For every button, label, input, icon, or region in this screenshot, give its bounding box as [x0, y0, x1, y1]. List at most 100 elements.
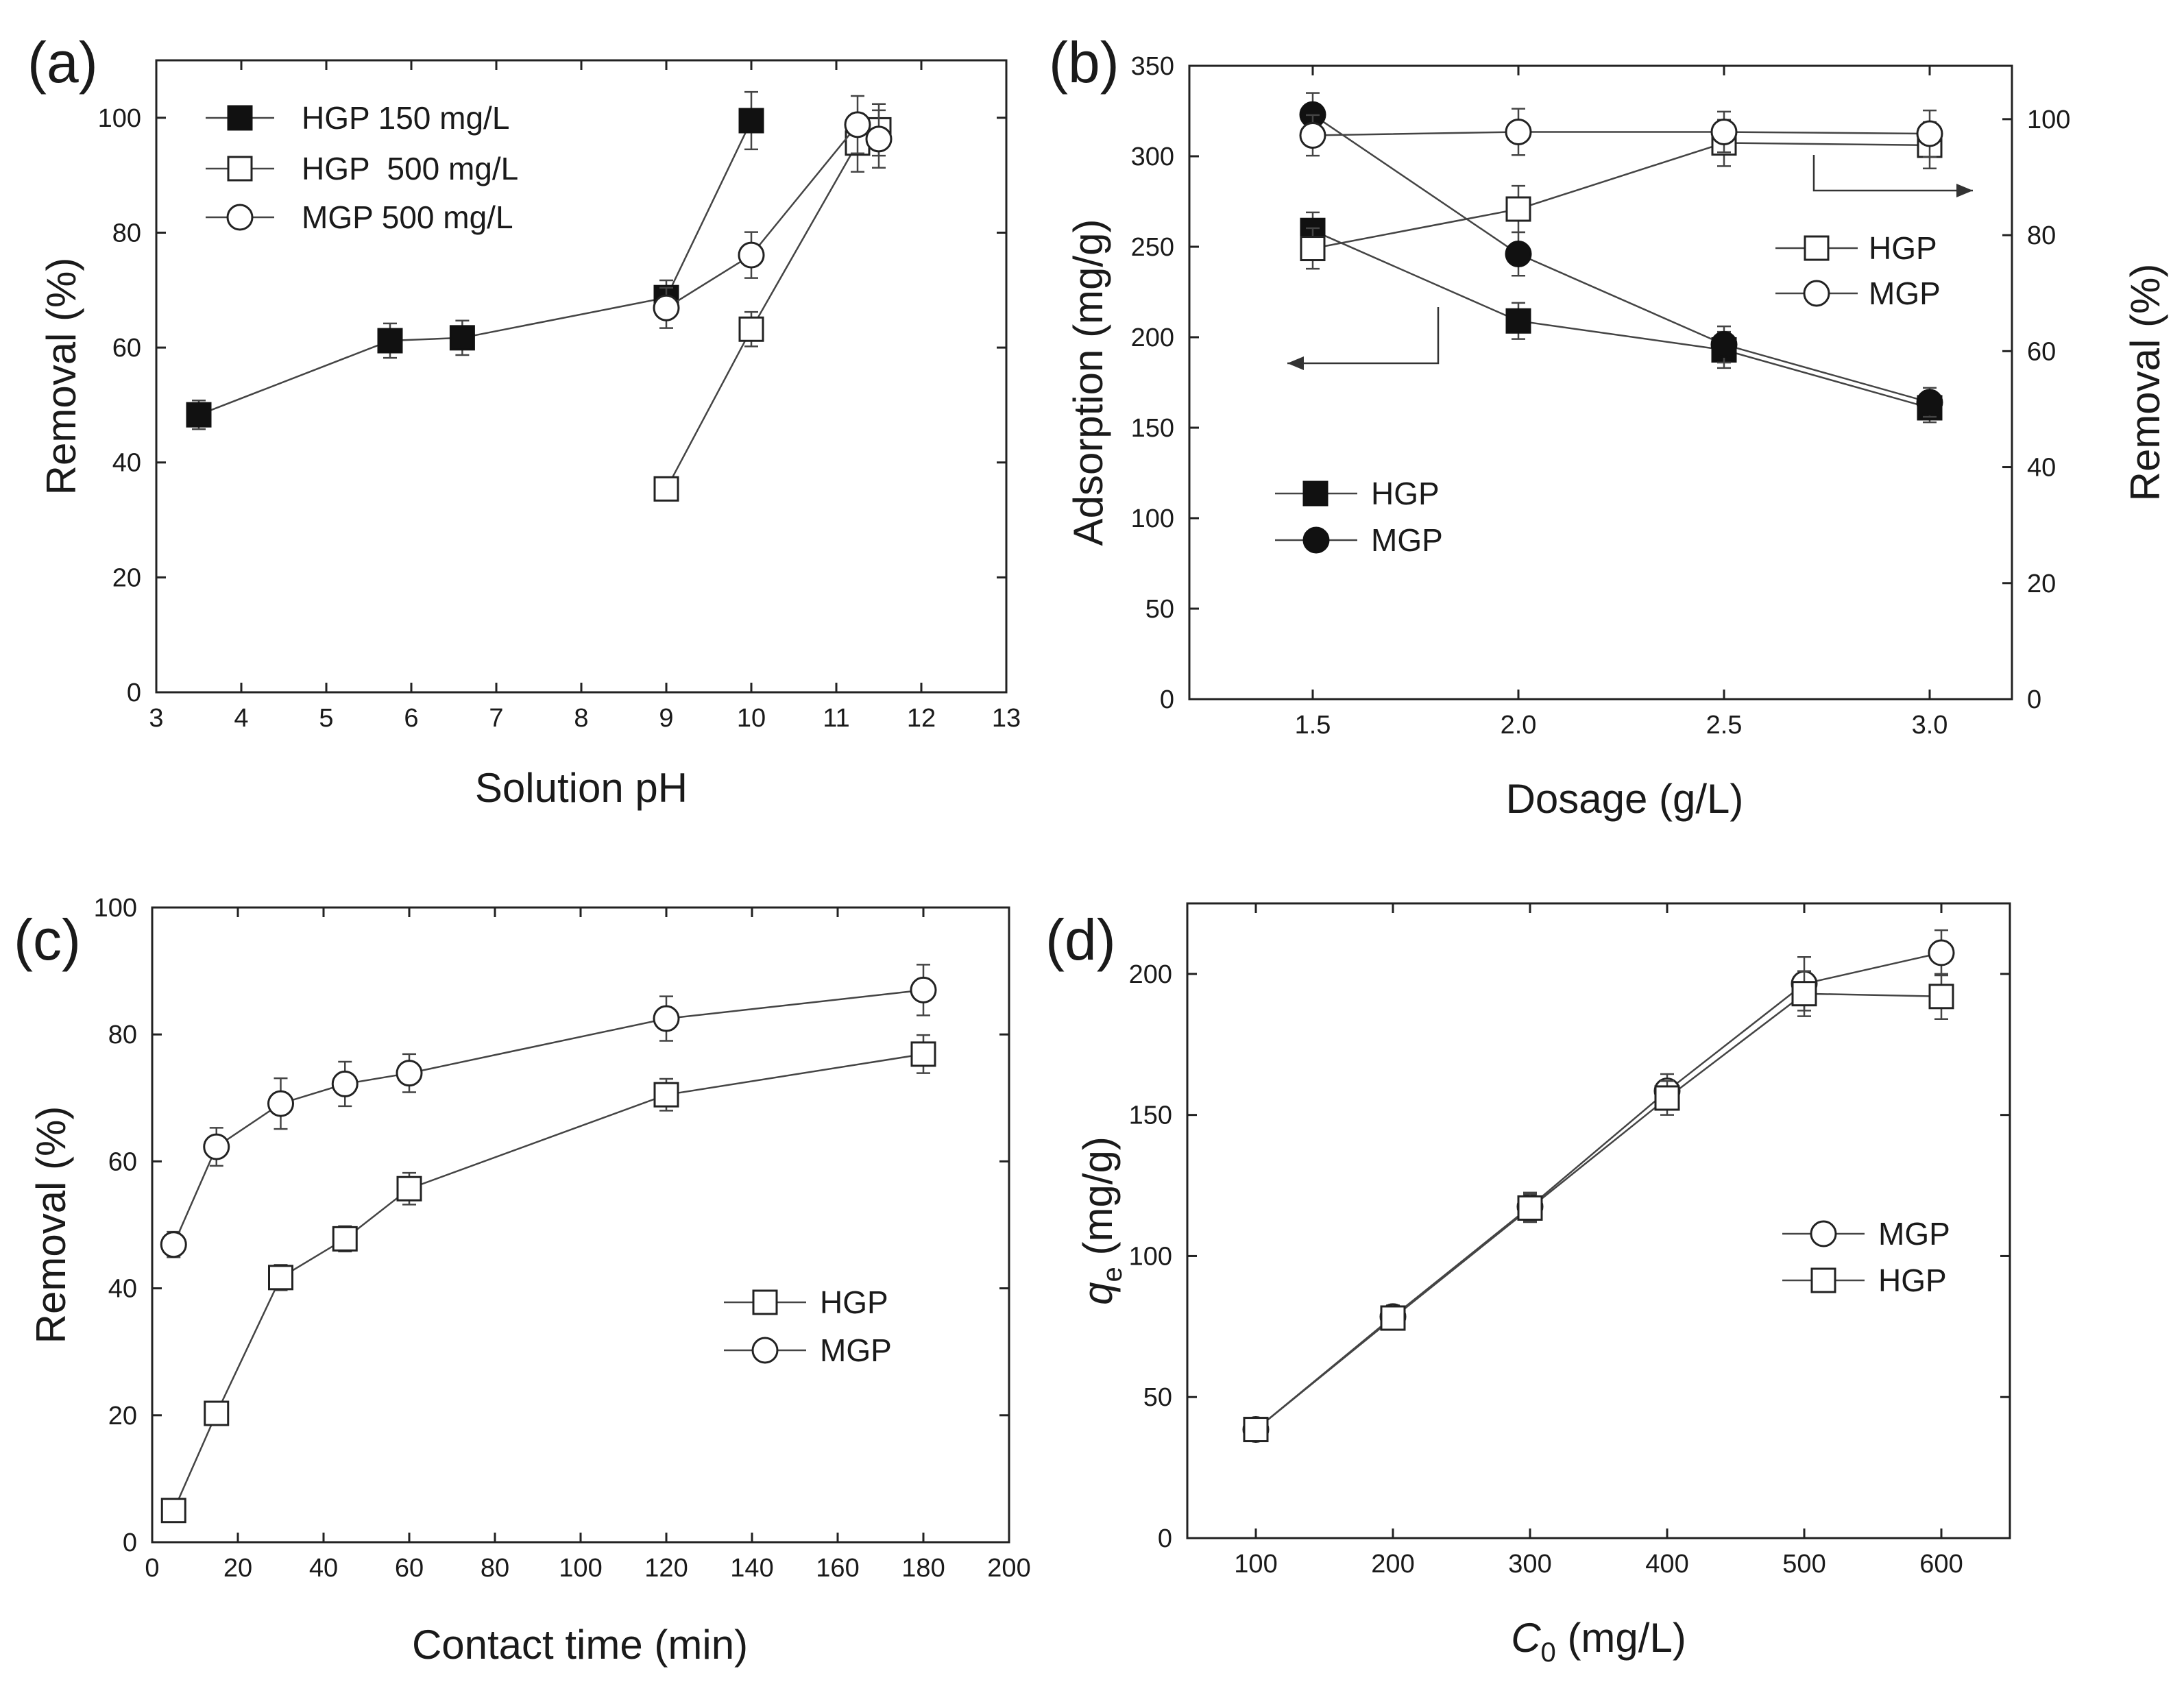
x-tick-label: 300	[1508, 1550, 1551, 1579]
x-axis-title: Solution pH	[475, 765, 688, 811]
y-tick-label-right: 60	[2027, 337, 2056, 366]
y-tick-label: 100	[94, 894, 137, 923]
data-point-mgp	[1916, 389, 1943, 416]
y-tick-label: 0	[127, 679, 141, 707]
legend-label-hgp-500: HGP 500 mg/L	[302, 151, 518, 186]
legend-label-hgp: HGP	[820, 1284, 888, 1320]
data-point-hgp-150-mg-l	[186, 402, 212, 428]
x-tick-label: 12	[907, 704, 936, 733]
x-tick-label: 4	[234, 704, 248, 733]
x-tick-label: 10	[737, 704, 766, 733]
y-tick-label: 50	[1143, 1383, 1172, 1412]
y-tick-label: 20	[112, 563, 141, 592]
data-point-hgp	[653, 1082, 679, 1108]
y-axis-title: Removal (%)	[38, 258, 84, 496]
legend-label-mgp-500: MGP 500 mg/L	[302, 199, 513, 235]
x-tick-label: 100	[1234, 1550, 1277, 1579]
series-line-hgp	[1255, 992, 1942, 1430]
y-tick-label: 40	[108, 1275, 137, 1304]
data-point-mgp	[203, 1133, 230, 1160]
x-axis: 3 4 5 6 7 8 9 10 11 12 13	[149, 60, 1021, 733]
series-layer	[1242, 929, 1955, 1444]
data-point-hgp	[1505, 196, 1531, 222]
y-axis-title: Removal (%)	[28, 1106, 74, 1344]
x-tick-label: 200	[1371, 1550, 1414, 1579]
data-point-hgp	[396, 1176, 422, 1202]
y-axis-title-rest: (mg/g)	[1075, 1136, 1121, 1267]
y-tick-label: 100	[1131, 504, 1174, 533]
y-tick-label: 200	[1129, 960, 1172, 989]
x-tick-label: 160	[816, 1554, 859, 1583]
legend-label-hgp-removal: HGP	[1869, 230, 1937, 266]
x-tick-label: 20	[223, 1554, 252, 1583]
data-point-mgp	[1928, 939, 1955, 966]
legend-label-mgp-removal: MGP	[1869, 276, 1941, 311]
legend-marker-circle-open	[1803, 280, 1830, 307]
x-tick-label: 8	[574, 704, 588, 733]
y-axis: 0 20 40 60 80 100	[94, 894, 1009, 1557]
x-axis: 1.5 2.0 2.5 3.0	[1295, 66, 1948, 740]
y-axis-title-sub: e	[1097, 1267, 1128, 1282]
data-point-hgp	[1505, 308, 1531, 334]
y-tick-label: 60	[112, 334, 141, 363]
y-tick-label: 300	[1131, 143, 1174, 171]
x-tick-label: 500	[1782, 1550, 1825, 1579]
plot-frame	[1186, 902, 2011, 1539]
x-axis-title: C0 (mg/L)	[1511, 1615, 1686, 1668]
data-point-mgp-500-mg-l	[865, 125, 893, 153]
series-line-mgp	[1255, 951, 1942, 1430]
x-tick-label: 120	[644, 1554, 688, 1583]
y-tick-label: 40	[112, 449, 141, 478]
x-tick-label: 600	[1919, 1550, 1963, 1579]
legend-label-hgp: HGP	[1371, 476, 1440, 511]
legend-label-mgp: MGP	[820, 1332, 892, 1368]
x-axis-title-rest: (mg/L)	[1556, 1615, 1686, 1661]
legend-right-axis: HGP MGP	[1775, 230, 1941, 311]
series-layer	[1299, 92, 1943, 424]
series-line-mgp	[1312, 131, 1930, 136]
x-tick-label: 11	[823, 704, 849, 733]
data-point-hgp	[1654, 1085, 1680, 1111]
series-line-hgp-500-mg-l	[665, 129, 879, 489]
y-tick-label: 60	[108, 1147, 137, 1176]
right-arrowhead	[1956, 184, 1973, 197]
y-tick-label: 150	[1131, 414, 1174, 443]
data-point-hgp	[910, 1041, 936, 1067]
legend-marker-circle-open	[1810, 1220, 1837, 1247]
y-tick-label: 350	[1131, 52, 1174, 81]
panel-label-d: (d)	[1045, 908, 1116, 972]
data-point-mgp-500-mg-l	[738, 241, 765, 269]
left-axis-arrow	[1287, 307, 1440, 365]
series-line-hgp	[1312, 230, 1930, 409]
legend-label-hgp: HGP	[1878, 1263, 1947, 1298]
panel-label-c: (c)	[14, 908, 81, 972]
series-line-mgp	[1312, 114, 1930, 404]
series-layer	[186, 90, 893, 502]
series-layer	[160, 964, 937, 1524]
panel-label-b: (b)	[1049, 30, 1119, 95]
x-tick-label: 7	[489, 704, 503, 733]
panel-label-a: (a)	[27, 30, 98, 95]
data-point-hgp	[1791, 981, 1817, 1007]
data-point-hgp-500-mg-l	[738, 316, 764, 342]
x-tick-label: 13	[992, 704, 1021, 733]
legend-marker-square-filled	[227, 105, 253, 131]
data-point-mgp	[1710, 118, 1738, 145]
x-tick-label: 140	[730, 1554, 773, 1583]
y-tick-label-right: 20	[2027, 570, 2056, 598]
y-axis-right: 0 20 40 60 80 100	[2002, 106, 2070, 714]
y-tick-label: 80	[108, 1021, 137, 1049]
y-axis-title-right: Removal (%)	[2122, 264, 2168, 502]
legend-marker-square-filled	[1302, 480, 1328, 507]
legend-label-mgp: MGP	[1878, 1216, 1950, 1252]
left-arrowhead	[1287, 356, 1304, 370]
y-tick-label-right: 80	[2027, 221, 2056, 250]
y-tick-label: 250	[1131, 233, 1174, 262]
y-axis: 0 50 100 150 200	[1129, 960, 2010, 1553]
data-point-mgp	[267, 1090, 294, 1117]
panel-c: (c) 0 20 40 60 80 100 120 140 160 180 200 0 20 40 60 8…	[14, 894, 1031, 1668]
x-tick-label: 3.0	[1912, 711, 1948, 740]
y-tick-label: 150	[1129, 1101, 1172, 1130]
data-point-mgp	[160, 1231, 187, 1258]
